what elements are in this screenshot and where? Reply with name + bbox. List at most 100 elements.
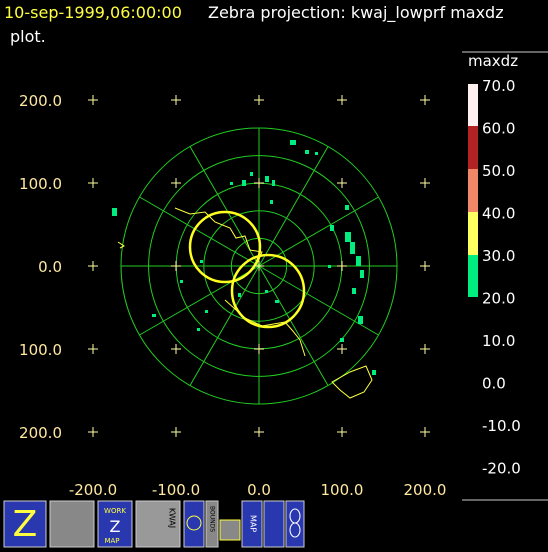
rings-glyph xyxy=(186,515,202,531)
icon-label: MAP xyxy=(104,537,119,545)
echo xyxy=(345,232,351,242)
echo xyxy=(265,176,269,182)
kwaj-icon[interactable] xyxy=(135,500,181,548)
grid-cross xyxy=(88,261,98,271)
grid-cross xyxy=(254,344,264,354)
colorbar-label: 20.0 xyxy=(482,290,515,308)
echo xyxy=(328,265,331,268)
echo xyxy=(340,338,344,342)
echo xyxy=(205,310,208,313)
echo xyxy=(242,180,246,186)
x-axis-label: 200.0 xyxy=(404,481,447,499)
timestamp: 10-sep-1999,06:00:00 xyxy=(4,3,182,22)
color-swatch xyxy=(468,212,478,255)
grid-cross xyxy=(337,344,347,354)
color-swatch xyxy=(468,126,478,169)
usmap-icon[interactable] xyxy=(263,500,285,548)
colorbar-label: 10.0 xyxy=(482,332,515,350)
loops-glyph xyxy=(289,522,301,538)
colorbar-label: -20.0 xyxy=(482,460,521,478)
workmap-icon[interactable] xyxy=(97,500,133,548)
echo xyxy=(200,260,203,263)
echo xyxy=(152,314,156,317)
icon-bar: Z WORK Z MAP KWAJ BOUNDS MAP xyxy=(3,500,305,548)
loops-icon[interactable] xyxy=(285,500,305,548)
echo xyxy=(358,316,363,324)
colorbar-label: 40.0 xyxy=(482,205,515,223)
echo xyxy=(238,293,241,297)
icon-label: MAP xyxy=(249,515,258,532)
spoke xyxy=(189,146,260,267)
grid-cross xyxy=(171,178,181,188)
grid-cross xyxy=(171,261,181,271)
rings-icon[interactable] xyxy=(183,500,205,548)
title-cont: plot. xyxy=(10,27,46,46)
color-swatch xyxy=(468,84,478,126)
grid-cross xyxy=(88,344,98,354)
grid-cross xyxy=(420,178,430,188)
colorbar-label: 0.0 xyxy=(482,375,506,393)
grid-cross xyxy=(254,261,264,271)
grid-cross xyxy=(88,178,98,188)
map-icon[interactable] xyxy=(241,500,263,548)
azimuth-spokes xyxy=(121,128,397,404)
echo xyxy=(112,208,117,216)
x-axis-label: 0.0 xyxy=(247,481,271,499)
echoes xyxy=(112,140,376,375)
echo xyxy=(330,225,334,231)
grid-icon[interactable] xyxy=(219,519,241,541)
grid-cross xyxy=(420,427,430,437)
y-axis-label: 0.0 xyxy=(38,258,62,276)
echo xyxy=(250,172,253,176)
echo xyxy=(345,205,349,210)
echo xyxy=(372,370,376,375)
echo xyxy=(305,150,309,154)
y-axis-label: 100.0 xyxy=(19,175,62,193)
icon-label: KWAJ xyxy=(168,508,177,528)
grid-cross xyxy=(171,95,181,105)
grid-cross xyxy=(337,261,347,271)
zebra-icon[interactable] xyxy=(3,500,47,548)
image-icon[interactable] xyxy=(49,500,95,548)
x-axis-label: -100.0 xyxy=(152,481,200,499)
echo xyxy=(290,140,296,145)
x-axis-label: -200.0 xyxy=(69,481,117,499)
echo xyxy=(350,242,355,254)
icon-label: WORK xyxy=(104,507,126,515)
title: Zebra projection: kwaj_lowprf maxdz xyxy=(208,3,504,23)
y-axis-label: 200.0 xyxy=(19,92,62,110)
colorbar-field: maxdz xyxy=(468,52,518,70)
spoke xyxy=(258,146,329,267)
overlay-circles xyxy=(188,210,306,329)
spoke xyxy=(258,196,379,267)
y-axis-label: 100.0 xyxy=(19,341,62,359)
color-swatch xyxy=(468,169,478,212)
echo xyxy=(265,290,268,293)
colorbar-label: -10.0 xyxy=(482,417,521,435)
icon-label: Z xyxy=(110,517,121,536)
colorbar-label: 70.0 xyxy=(482,77,515,95)
spoke xyxy=(258,265,329,386)
echo xyxy=(180,280,183,283)
zebra-logo: Z xyxy=(13,504,38,545)
echo xyxy=(197,328,200,331)
grid-cross xyxy=(171,427,181,437)
grid-cross xyxy=(420,95,430,105)
spoke xyxy=(189,265,260,386)
color-swatch xyxy=(468,255,478,297)
y-axis-label: 200.0 xyxy=(19,424,62,442)
bounds-icon[interactable] xyxy=(205,500,219,548)
echo xyxy=(275,300,279,303)
echo xyxy=(230,182,233,185)
grid-cross xyxy=(88,95,98,105)
grid-cross xyxy=(254,178,264,188)
coastline xyxy=(117,207,373,399)
echo xyxy=(356,256,361,266)
spoke xyxy=(139,265,260,336)
grid-cross xyxy=(254,427,264,437)
spoke xyxy=(139,196,260,267)
x-axis-label: 100.0 xyxy=(321,481,364,499)
